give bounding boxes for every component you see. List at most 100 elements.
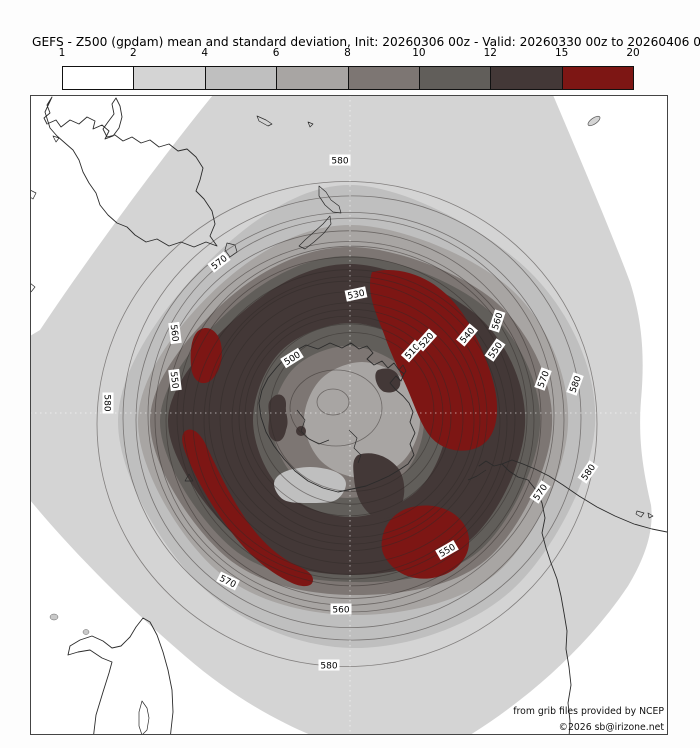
mean-contour-ring: [238, 308, 464, 527]
mean-contour-ring: [192, 269, 508, 575]
mean-contour-ring: [176, 245, 528, 587]
small-island: [30, 189, 37, 200]
contour-label-box: [344, 286, 368, 302]
contour-label: 580: [102, 392, 114, 414]
colorbar-segment: [204, 67, 277, 89]
contour-label-box: [488, 309, 506, 333]
tierra-del-fuego-coastline: [467, 469, 487, 481]
contour-label: 550: [168, 368, 182, 392]
colorbar-tick: 15: [554, 47, 569, 59]
stddev-center-patches: [268, 368, 405, 519]
island-shaded: [82, 629, 90, 635]
madagascar-coastline: [138, 700, 150, 735]
colorbar-segment: [63, 67, 134, 89]
new-zealand-north-island-coastline: [318, 185, 342, 214]
stddev-dark-patch: [353, 453, 405, 519]
mean-contour-ring: [96, 181, 598, 667]
contour-label-box: [329, 154, 351, 166]
colorbar-segment: [133, 67, 205, 89]
mean-contour-ring: [269, 332, 435, 492]
contour-label: 560: [330, 603, 352, 615]
colorbar-segment: [418, 67, 491, 89]
contour-label-value: 560: [332, 605, 349, 615]
mean-contour-ring: [208, 280, 488, 552]
contour-label-box: [318, 659, 340, 671]
colorbar: [62, 66, 634, 90]
stddev-dark-patch: [268, 394, 288, 442]
contour-label-value: 560: [168, 324, 180, 343]
antarctica-ice-shelf-edge: [296, 409, 330, 445]
colorbar-tick: 8: [344, 47, 351, 59]
contour-label: 580: [329, 154, 351, 166]
contour-label-box: [577, 460, 599, 484]
colorbar-segment: [276, 67, 348, 89]
contour-label-value: 580: [320, 661, 337, 671]
mean-contour-ring: [182, 256, 516, 580]
mean-contour-ring: [203, 275, 501, 565]
colorbar-tick: 2: [130, 47, 137, 59]
stddev-red-blob-southeast: [381, 505, 470, 579]
stddev-red-blob-southwest: [182, 429, 313, 587]
colorbar-segment: [490, 67, 562, 89]
small-island: [52, 135, 60, 143]
small-island: [30, 282, 36, 293]
falkland-islands-coastline: [635, 510, 654, 519]
island-shaded: [587, 115, 601, 127]
credit-source: from grib files provided by NCEP: [513, 706, 664, 717]
chart-title: GEFS - Z500 (gpdam) mean and standard de…: [32, 35, 700, 49]
stddev-red-blob-west: [190, 327, 222, 384]
antarctic-peninsula-detail: [398, 364, 407, 378]
contour-label-box: [168, 368, 182, 392]
contour-label-box: [216, 571, 240, 591]
graticule: [30, 95, 668, 735]
tasmania-coastline: [224, 242, 238, 258]
contour-label-box: [456, 323, 478, 347]
small-island-marker: [184, 473, 194, 482]
mean-contour-ring: [135, 211, 565, 629]
contour-label-box: [566, 372, 584, 396]
colorbar-tick: 6: [272, 47, 280, 59]
contour-label-value: 530: [347, 289, 366, 302]
antarctica-ice-shelf-edge: [348, 429, 362, 464]
credit-copyright: ©2026 sb@irizone.net: [559, 722, 665, 733]
mean-contour-ring: [244, 315, 452, 517]
contour-label-box: [168, 321, 182, 345]
contour-label-value: 580: [331, 156, 348, 166]
map-border: [30, 95, 668, 735]
small-island: [307, 121, 314, 128]
contour-label: 530: [344, 286, 368, 302]
mean-contour-ring: [289, 369, 383, 447]
contour-label-box: [529, 480, 551, 504]
south-america-west-coastline: [478, 460, 572, 735]
mean-contour-ring: [122, 195, 582, 641]
island-shaded: [49, 613, 59, 621]
mean-contour-ring: [231, 302, 475, 538]
colorbar-tick: 12: [483, 47, 497, 59]
contour-label-box: [102, 392, 114, 414]
contour-label-value: 550: [168, 371, 180, 390]
colorbar-segment: [561, 67, 633, 89]
contour-label-box: [280, 347, 304, 369]
africa-coastline: [67, 617, 174, 735]
mean-contour-ring: [256, 323, 444, 505]
coastlines: [30, 96, 668, 735]
mean-contours: [96, 181, 598, 667]
contour-label-box: [414, 328, 438, 352]
australia-coastline: [43, 96, 218, 248]
south-america-east-coastline: [501, 459, 668, 533]
colorbar-tick: 20: [626, 47, 640, 59]
contour-label-box: [330, 603, 352, 615]
new-zealand-south-island-coastline: [298, 215, 332, 250]
stddev-dark-patch: [375, 368, 401, 393]
colorbar-segment: [347, 67, 419, 89]
contour-label-box: [484, 338, 506, 362]
new-caledonia-coastline: [256, 115, 273, 127]
contour-label-box: [207, 251, 231, 273]
contour-label-value: 580: [102, 394, 112, 411]
contour-label-box: [534, 367, 552, 391]
antarctica-coastline: [258, 342, 416, 493]
contour-label-box: [435, 539, 459, 561]
colorbar-tick: 1: [58, 47, 66, 59]
colorbar-tick: 10: [412, 47, 426, 59]
